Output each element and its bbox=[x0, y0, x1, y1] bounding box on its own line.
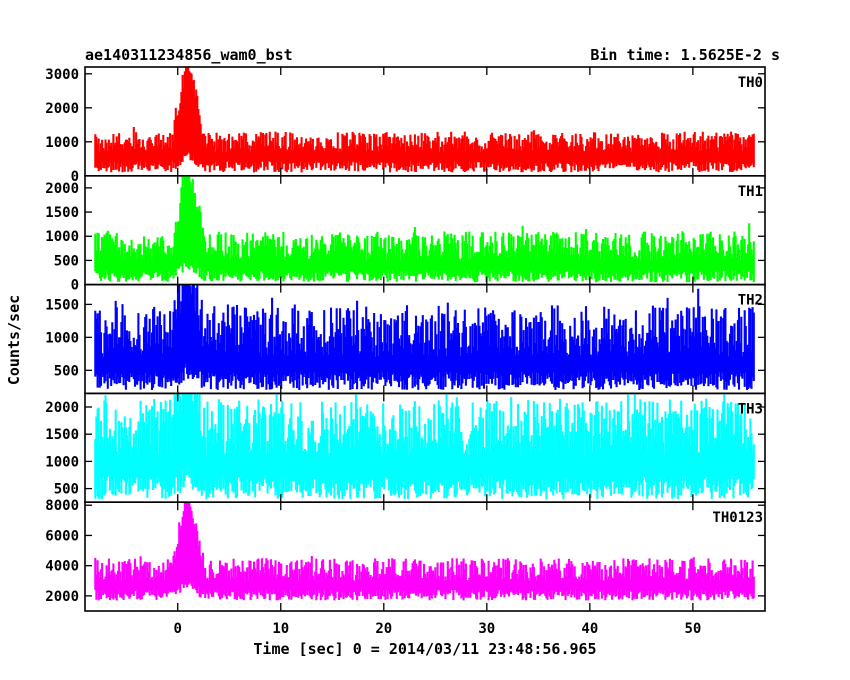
series-th2-line bbox=[94, 284, 755, 390]
y-tick-label: 3000 bbox=[45, 67, 79, 83]
y-tick-label: 1500 bbox=[45, 205, 79, 221]
y-tick-label: 500 bbox=[54, 253, 79, 269]
y-tick-label: 1000 bbox=[45, 135, 79, 151]
y-tick-label: 1500 bbox=[45, 427, 79, 443]
y-tick-label: 1500 bbox=[45, 297, 79, 313]
y-tick-label: 0 bbox=[71, 278, 79, 294]
panel-frame bbox=[84, 501, 766, 612]
bin-time-label: Bin time: 1.5625E-2 s bbox=[590, 46, 780, 64]
panel-th3: 500 1000 1500 2000 TH3 bbox=[45, 392, 766, 503]
x-tick-label: 50 bbox=[684, 621, 701, 637]
series-label: TH0 bbox=[738, 75, 763, 91]
panel-th0123: 2000 4000 6000 8000 TH0123 bbox=[45, 498, 766, 612]
panel-th2: 500 1000 1500 TH2 bbox=[45, 283, 766, 395]
series-label: TH0123 bbox=[712, 510, 763, 526]
y-tick-label: 4000 bbox=[45, 559, 79, 575]
y-tick-label: 6000 bbox=[45, 528, 79, 544]
x-tick-label: 40 bbox=[581, 621, 598, 637]
x-axis-label: Time [sec] 0 = 2014/03/11 23:48:56.965 bbox=[253, 640, 596, 658]
x-tick-label: 30 bbox=[478, 621, 495, 637]
series-label: TH2 bbox=[738, 293, 763, 309]
series-th1-line bbox=[94, 175, 755, 283]
y-tick-label: 500 bbox=[54, 363, 79, 379]
panel-th0: 0 1000 2000 3000 TH0 bbox=[45, 66, 766, 185]
y-tick-label: 0 bbox=[71, 169, 79, 185]
y-tick-label: 2000 bbox=[45, 101, 79, 117]
series-label: TH3 bbox=[738, 401, 763, 417]
y-tick-label: 1000 bbox=[45, 454, 79, 470]
x-tick-label: 0 bbox=[174, 621, 182, 637]
y-tick-label: 1000 bbox=[45, 330, 79, 346]
y-tick-label: 1000 bbox=[45, 229, 79, 245]
series-label: TH1 bbox=[738, 184, 763, 200]
series-th0-line bbox=[94, 67, 755, 173]
y-tick-label: 2000 bbox=[45, 589, 79, 605]
chart-title: ae140311234856_wam0_bst bbox=[85, 46, 293, 64]
y-tick-label: 500 bbox=[54, 482, 79, 498]
x-tick-label: 20 bbox=[375, 621, 392, 637]
y-axis-label: Counts/sec bbox=[5, 295, 23, 385]
y-tick-label: 2000 bbox=[45, 181, 79, 197]
series-th3-line bbox=[94, 393, 755, 500]
x-tick-label: 10 bbox=[272, 621, 289, 637]
panel-th1: 0 500 1000 1500 2000 TH1 bbox=[45, 175, 766, 294]
y-tick-label: 8000 bbox=[45, 498, 79, 514]
y-tick-label: 2000 bbox=[45, 400, 79, 416]
series-th0123-line bbox=[94, 502, 755, 601]
